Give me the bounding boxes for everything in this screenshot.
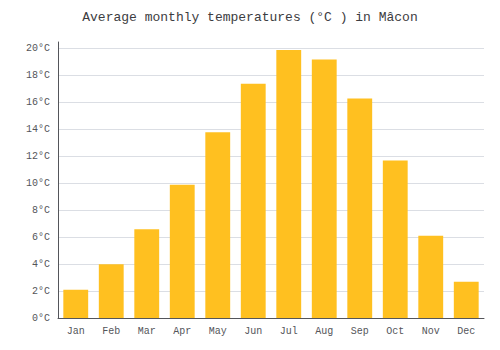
svg-text:Average monthly temperatures (: Average monthly temperatures (°C ) in Mâ… xyxy=(82,10,417,25)
svg-text:Aug: Aug xyxy=(315,326,333,337)
svg-text:18°C: 18°C xyxy=(26,70,50,81)
svg-text:4°C: 4°C xyxy=(32,259,50,270)
svg-text:Dec: Dec xyxy=(457,326,475,337)
svg-text:8°C: 8°C xyxy=(32,205,50,216)
svg-text:Sep: Sep xyxy=(351,326,369,337)
svg-text:Oct: Oct xyxy=(386,326,404,337)
svg-text:Jan: Jan xyxy=(67,326,85,337)
svg-text:2°C: 2°C xyxy=(32,286,50,297)
svg-text:Nov: Nov xyxy=(422,326,440,337)
svg-text:14°C: 14°C xyxy=(26,124,50,135)
svg-text:16°C: 16°C xyxy=(26,97,50,108)
svg-text:Apr: Apr xyxy=(173,326,191,337)
svg-text:Jun: Jun xyxy=(244,326,262,337)
svg-text:6°C: 6°C xyxy=(32,232,50,243)
svg-text:May: May xyxy=(209,326,227,337)
svg-text:20°C: 20°C xyxy=(26,43,50,54)
svg-text:Feb: Feb xyxy=(102,326,120,337)
svg-text:0°C: 0°C xyxy=(32,313,50,324)
svg-text:Mar: Mar xyxy=(138,326,156,337)
svg-text:Jul: Jul xyxy=(280,326,298,337)
svg-text:10°C: 10°C xyxy=(26,178,50,189)
svg-text:12°C: 12°C xyxy=(26,151,50,162)
